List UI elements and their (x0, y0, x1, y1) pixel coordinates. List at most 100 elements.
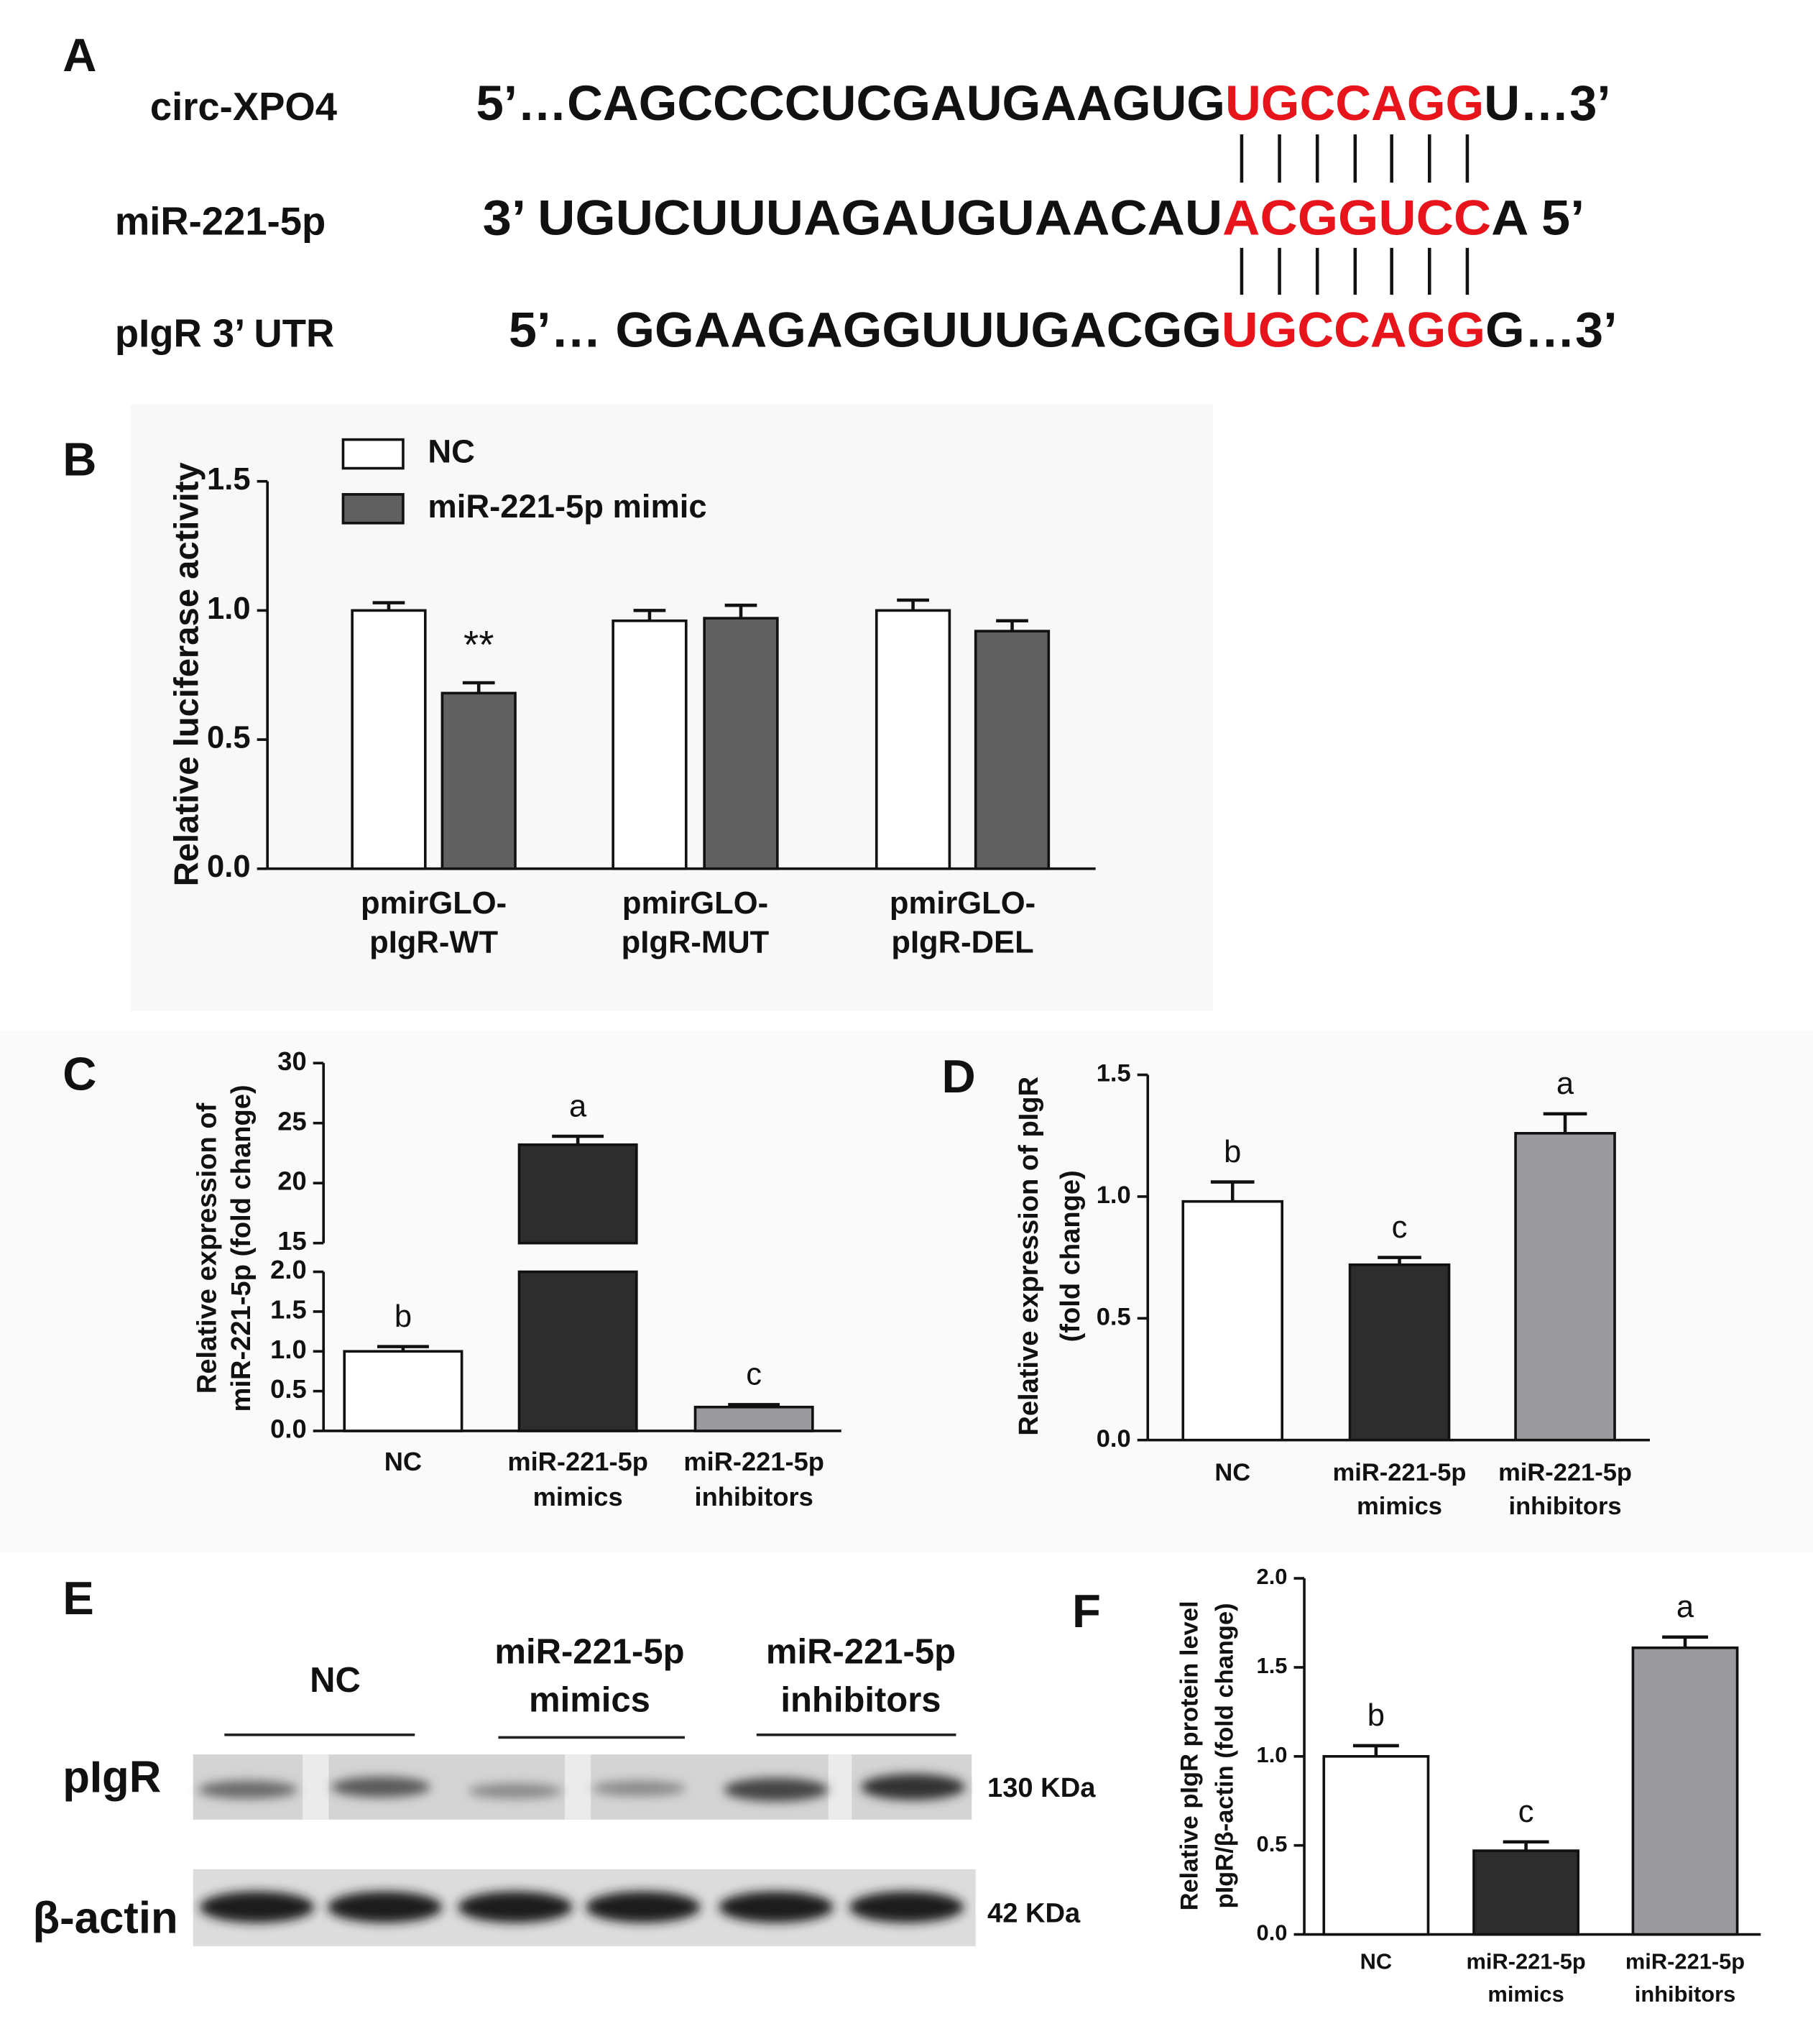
significance-label: a (1556, 1067, 1574, 1101)
y-tick-label: 0.5 (1257, 1831, 1288, 1856)
panel-label: A (63, 29, 96, 81)
y-tick-label: 1.5 (207, 462, 251, 497)
legend-label: NC (428, 433, 475, 470)
x-tick-label: inhibitors (1635, 1981, 1736, 2007)
error-bar (724, 603, 757, 619)
y-axis-label: Relative expression of pIgR (1014, 1077, 1044, 1436)
error-bar (552, 1134, 604, 1145)
pairing-lines (1240, 134, 1470, 295)
x-tick-label: pIgR-DEL (891, 926, 1033, 960)
sequence-part: ACGGUCC (1222, 190, 1491, 246)
error-bar (1543, 1112, 1587, 1133)
sequence-name: circ-XPO4 (150, 85, 337, 129)
error-bar (1662, 1635, 1708, 1648)
y-axis-label: miR-221-5p (fold change) (226, 1085, 257, 1412)
sequence-part: G…3’ (1485, 303, 1618, 358)
blots (193, 1754, 976, 1946)
significance-label: a (569, 1089, 587, 1123)
sequence-part: U…3’ (1484, 75, 1610, 131)
band-size: 130 KDa (987, 1773, 1096, 1803)
error-bar (996, 619, 1028, 632)
bar (351, 609, 427, 870)
sequence: 5’…CAGCCCCUCGAUGAAGUGUGCCAGGU…3’ (476, 75, 1611, 131)
x-tick-label: miR-221-5p (683, 1447, 824, 1476)
bar (612, 619, 688, 870)
bar (517, 1270, 638, 1432)
y-tick-label: 20 (277, 1166, 306, 1196)
y-axis-label: Relative expression of (193, 1102, 223, 1394)
legend-swatch (341, 438, 405, 470)
significance-label: c (746, 1358, 762, 1392)
bar (703, 617, 779, 870)
y-tick-label: 2.0 (270, 1255, 306, 1284)
blot-actin (193, 1869, 976, 1946)
error-bar (1503, 1840, 1549, 1851)
bar (1514, 1131, 1616, 1442)
band-size: 42 KDa (987, 1898, 1081, 1928)
y-tick-label: 0.0 (1257, 1920, 1288, 1946)
sequence: 3’ UGUCUUUAGAUGUAACAU ACGGUCC A 5’ (483, 190, 1585, 246)
bar (1631, 1646, 1739, 1936)
x-tick-label: mimics (1357, 1493, 1442, 1520)
group-label: inhibitors (780, 1680, 941, 1719)
bar (343, 1350, 463, 1432)
y-tick-label: 0.5 (1097, 1303, 1131, 1330)
sequence-part: UGCCAGG (1222, 303, 1485, 358)
x-tick-label: miR-221-5p (1625, 1949, 1745, 1974)
x-tick-label: NC (1214, 1459, 1250, 1486)
error-bar (1210, 1180, 1255, 1202)
panel-cd-background (0, 1030, 1813, 1552)
x-tick-label: NC (384, 1447, 422, 1476)
error-bar (462, 681, 495, 694)
bar (693, 1405, 814, 1432)
row-label: β-actin (32, 1894, 177, 1943)
y-tick-label: 0.5 (207, 721, 251, 755)
x-tick-label: miR-221-5p (1466, 1949, 1585, 1974)
group-underlines (224, 1734, 956, 1739)
sequence-part: 5’… GGAAGAGGUUUGACGG (509, 303, 1222, 358)
significance-label: b (1224, 1135, 1241, 1169)
error-bar (377, 1345, 429, 1352)
bar (1348, 1263, 1451, 1442)
x-tick-label: pIgR-MUT (622, 926, 770, 960)
x-tick-label: miR-221-5p (1498, 1459, 1632, 1486)
x-tick-label: pIgR-WT (369, 926, 498, 960)
sequence-name: miR-221-5p (115, 200, 326, 244)
group-label: NC (310, 1661, 361, 1700)
panel-label: F (1072, 1585, 1101, 1637)
significance-label: a (1676, 1590, 1694, 1624)
panel-label: C (63, 1047, 96, 1100)
x-tick-label: miR-221-5p (507, 1447, 648, 1476)
x-tick-label: pmirGLO- (890, 886, 1035, 921)
panel-label: E (63, 1572, 94, 1624)
significance-label: c (1392, 1210, 1408, 1245)
bar (440, 691, 517, 870)
x-tick-label: pmirGLO- (622, 886, 768, 921)
sequence-part: 5’…CAGCCCCUCGAUGAAGUG (476, 75, 1225, 131)
y-tick-label: 1.0 (1257, 1742, 1288, 1767)
y-tick-label: 1.0 (270, 1335, 306, 1364)
bar (974, 630, 1051, 870)
y-tick-label: 1.5 (270, 1295, 306, 1325)
legend-label: miR-221-5p mimic (428, 488, 706, 525)
y-axis-label: Relative luciferase activity (167, 462, 206, 886)
x-tick-label: inhibitors (1509, 1493, 1622, 1520)
sequence-part: A 5’ (1491, 190, 1584, 246)
y-tick-label: 0.5 (270, 1374, 306, 1404)
bar (517, 1143, 638, 1245)
x-tick-label: NC (1360, 1949, 1393, 1974)
group-label: miR-221-5p (494, 1632, 684, 1671)
legend-swatch (341, 493, 405, 525)
y-tick-label: 25 (277, 1106, 306, 1136)
y-axis-label: Relative pIgR protein level (1176, 1601, 1203, 1910)
group-label: miR-221-5p (766, 1632, 956, 1671)
group-label: mimics (529, 1680, 650, 1719)
y-tick-label: 0.0 (1097, 1425, 1131, 1453)
x-tick-label: mimics (1487, 1981, 1564, 2007)
sequence: 5’… GGAAGAGGUUUGACGG UGCCAGG G…3’ (509, 303, 1618, 358)
error-bar (633, 609, 666, 621)
row-label: pIgR (63, 1753, 161, 1803)
error-bar (897, 598, 929, 611)
y-tick-label: 1.0 (207, 591, 251, 626)
